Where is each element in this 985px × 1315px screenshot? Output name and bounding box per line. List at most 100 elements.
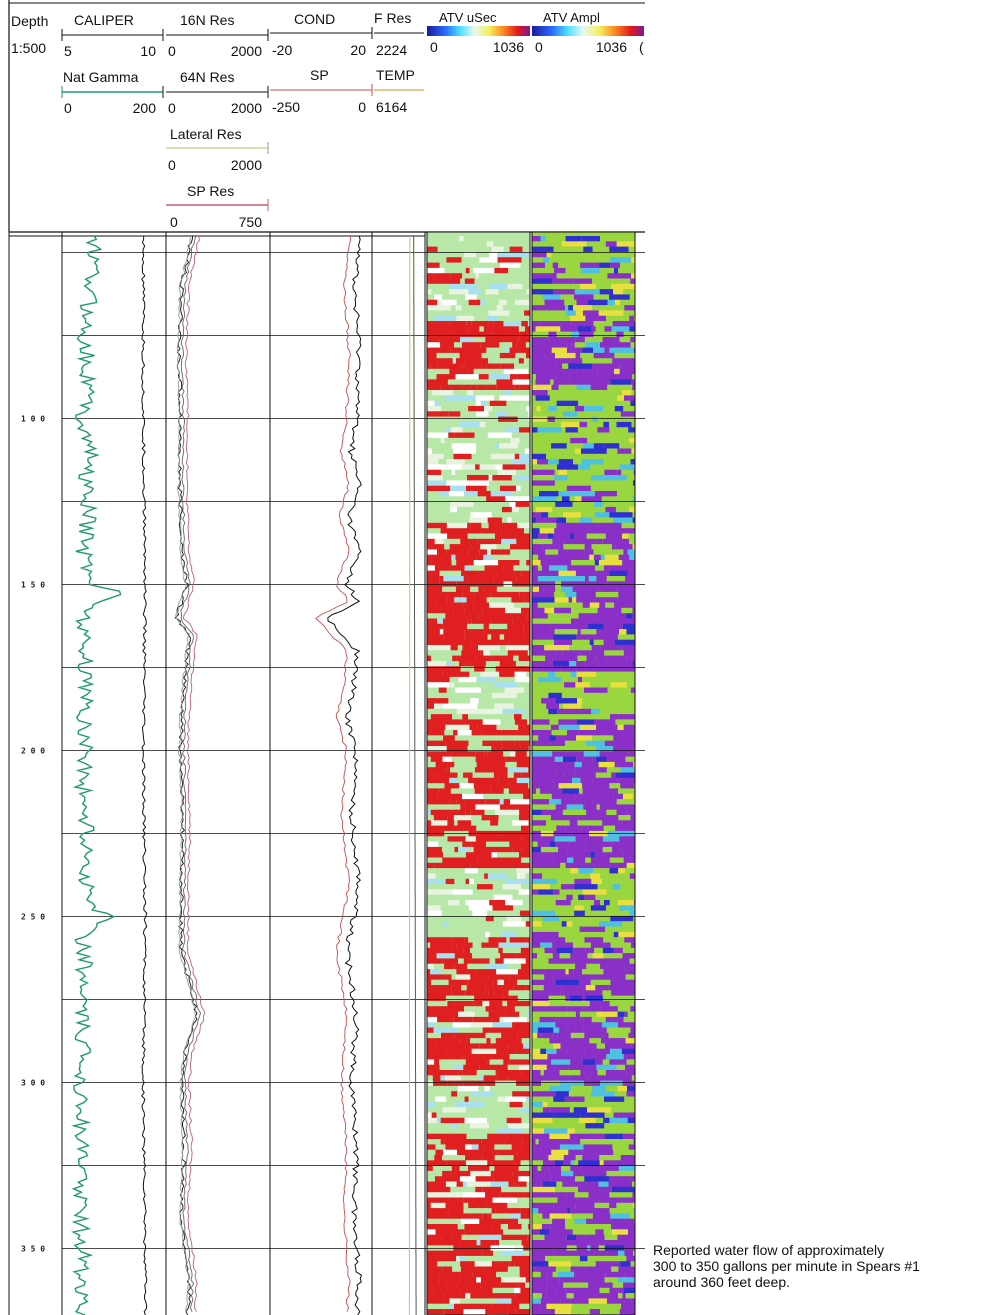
atv-ampl-texture-cell (603, 443, 620, 449)
atv-ampl-texture-cell (553, 1043, 561, 1050)
atv-ampl-texture-cell (559, 761, 575, 768)
lateral-res-min: 0 (168, 157, 176, 173)
atv-usec-texture-cell (431, 289, 450, 295)
atv-ampl-texture-cell (584, 581, 608, 587)
atv-ampl-texture-cell (594, 491, 617, 497)
atv-usec-texture-cell (503, 368, 528, 375)
atv-usec-texture-cell (490, 453, 515, 460)
atv-usec-texture-cell (427, 294, 434, 301)
atv-usec-texture-cell (471, 453, 491, 460)
atv-ampl-texture-cell (613, 549, 624, 556)
atv-ampl-texture-cell (611, 1224, 635, 1230)
atv-ampl-texture-cell (604, 1133, 624, 1140)
atv-ampl-texture-cell (566, 443, 584, 449)
atv-ampl-texture-cell (588, 714, 598, 720)
atv-ampl-texture-cell (598, 586, 602, 593)
atv-usec-texture-cell (441, 1234, 453, 1241)
atv-usec-texture-cell (427, 815, 434, 821)
atv-usec-texture-cell (427, 724, 446, 731)
atv-usec-texture-cell (427, 671, 443, 678)
atv-ampl-texture-cell (623, 724, 633, 731)
atv-ampl-texture-cell (609, 352, 615, 359)
atv-ampl-texture-cell (543, 1160, 555, 1166)
atv-ampl-texture-cell (621, 469, 634, 476)
atv-ampl-texture-cell (610, 942, 631, 949)
atv-usec-texture-cell (454, 820, 458, 826)
atv-usec-texture-cell (440, 1075, 445, 1081)
atv-ampl-texture-cell (573, 852, 585, 858)
atv-ampl-texture-cell (608, 1181, 633, 1188)
atv-ampl-texture-cell (591, 857, 610, 864)
atv-ampl-texture-cell (592, 517, 605, 524)
atv-ampl-texture-cell (532, 1197, 547, 1204)
atv-usec-texture-cell (427, 995, 446, 1002)
atv-ampl-texture-cell (550, 1224, 566, 1230)
atv-usec-texture-cell (427, 581, 440, 587)
atv-ampl-texture-cell (569, 453, 588, 460)
atv-usec-texture-cell (474, 278, 491, 285)
atv-usec-texture-cell (480, 544, 497, 550)
atv-ampl-texture-cell (623, 1016, 635, 1023)
atv-usec-texture-cell (466, 485, 487, 492)
atv-ampl-texture-cell (630, 565, 634, 571)
atv-ampl-texture-cell (592, 246, 610, 253)
atv-usec-texture-cell (500, 1070, 522, 1076)
atv-ampl-texture-cell (587, 421, 604, 428)
atv-ampl-texture-cell (574, 289, 584, 295)
cond-name: COND (294, 11, 335, 27)
atv-ampl-texture-cell (627, 1155, 635, 1161)
atv-usec-texture-cell (496, 586, 509, 593)
atv-ampl-texture-cell (581, 836, 600, 842)
atv-usec-texture-cell (427, 395, 445, 402)
atv-ampl-texture-cell (532, 336, 549, 343)
atv-usec-texture-cell (476, 825, 497, 832)
atv-usec-texture-cell (469, 554, 477, 561)
atv-usec-texture-cell (500, 544, 510, 550)
atv-usec-texture-cell (516, 469, 530, 476)
atv-ampl-texture-cell (584, 1032, 594, 1039)
atv-usec-texture-cell (456, 942, 463, 949)
atv-ampl-texture-cell (616, 480, 633, 487)
atv-ampl-texture-cell (542, 421, 561, 428)
atv-ampl-texture-cell (532, 1181, 543, 1188)
atv-ampl-texture-cell (624, 1096, 635, 1103)
atv-ampl-texture-cell (626, 1059, 635, 1066)
atv-usec-texture-cell (492, 910, 513, 917)
atv-usec-texture-cell (488, 475, 493, 481)
atv-ampl-texture-cell (616, 1123, 635, 1129)
atv-usec-texture-cell (498, 299, 507, 306)
atv-usec-texture-cell (506, 937, 510, 943)
atv-ampl-texture-cell (532, 730, 552, 736)
atv-usec-texture-cell (470, 437, 480, 444)
atv-ampl-texture-cell (600, 1309, 620, 1315)
atv-ampl-texture-cell (609, 868, 619, 874)
atv-usec-texture-cell (528, 974, 530, 981)
atv-usec-texture-cell (499, 634, 505, 641)
atv-ampl-texture-cell (532, 687, 556, 694)
atv-usec-texture-cell (486, 315, 498, 322)
atv-ampl-texture-cell (623, 793, 633, 800)
atv-ampl-texture-cell (563, 411, 578, 417)
atv-usec-texture-cell (453, 815, 472, 821)
atv-usec-texture-cell (476, 1240, 481, 1246)
atv-usec-texture-cell (527, 1234, 530, 1241)
atv-usec-texture-cell (464, 1255, 488, 1262)
atv-usec-texture-cell (522, 1101, 530, 1108)
atv-ampl-texture-cell (594, 512, 610, 518)
atv-ampl-texture-cell (590, 873, 601, 880)
atv-usec-texture-cell (436, 491, 440, 497)
atv-ampl-texture-cell (579, 1011, 597, 1018)
atv-usec-texture-cell (449, 368, 468, 375)
atv-ampl-texture-cell (597, 884, 613, 890)
atv-ampl-texture-cell (612, 251, 635, 258)
atv-usec-texture-cell (468, 1096, 474, 1103)
atv-usec-texture-cell (469, 1213, 483, 1220)
atv-ampl-texture-cell (611, 1229, 628, 1235)
water-flow-annotation: Reported water flow of approximately 300… (653, 1242, 983, 1290)
atv-usec-texture-cell (446, 974, 452, 981)
atv-ampl-texture-cell (532, 347, 537, 354)
atv-ampl-texture-cell (532, 289, 553, 295)
atv-ampl-texture-cell (593, 294, 610, 301)
atv-usec-texture-cell (427, 480, 438, 487)
atv-ampl-texture-cell (547, 1101, 572, 1108)
